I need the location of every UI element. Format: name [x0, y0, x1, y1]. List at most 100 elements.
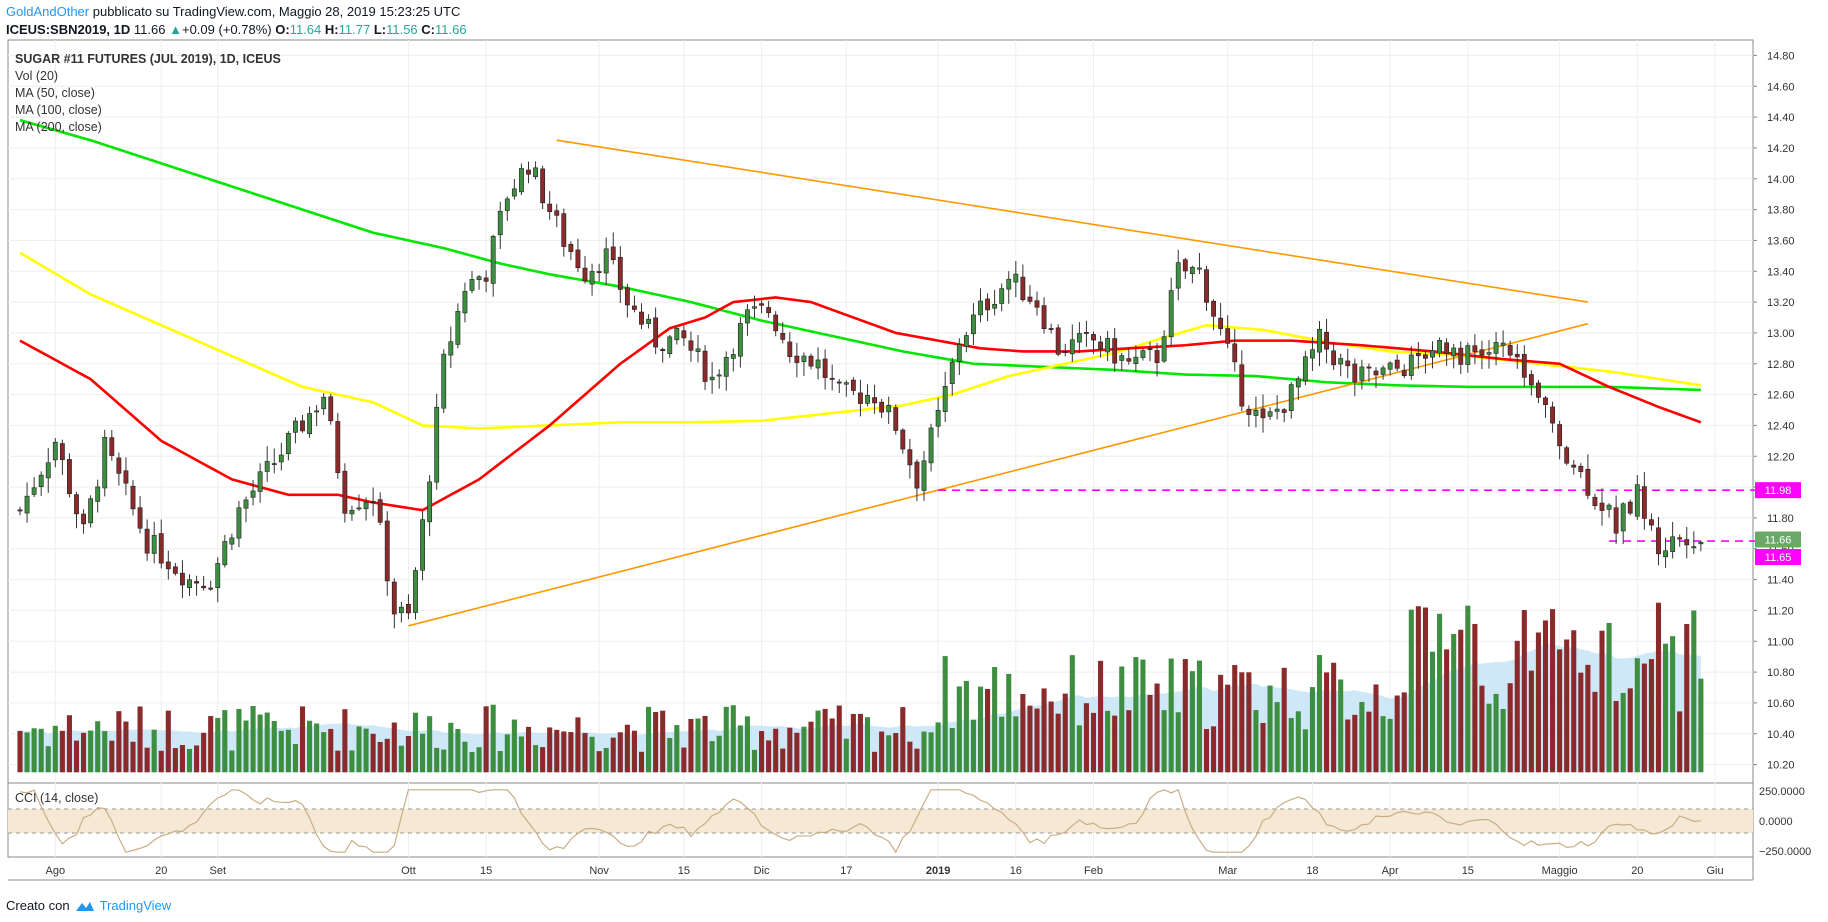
- candle: [554, 204, 560, 228]
- candle: [1048, 323, 1054, 334]
- volume-bar: [766, 740, 772, 773]
- volume-bar: [271, 720, 277, 773]
- candle-body: [1295, 378, 1301, 388]
- candle: [102, 429, 108, 497]
- candle: [928, 423, 934, 472]
- y-tick-label: 14.40: [1767, 112, 1795, 124]
- legend-ma50[interactable]: MA (50, close): [15, 86, 95, 100]
- candle-body: [1274, 408, 1280, 412]
- candle-body: [1211, 300, 1216, 317]
- candle: [1528, 370, 1534, 396]
- candle: [363, 497, 369, 521]
- legend-ma200[interactable]: MA (200, close): [15, 120, 102, 134]
- volume-bar: [582, 733, 588, 773]
- candle-body: [575, 249, 581, 269]
- candle-body: [391, 581, 397, 615]
- candle-body: [632, 305, 637, 310]
- candle-body: [1486, 352, 1492, 355]
- candle-body: [74, 494, 79, 515]
- volume-bar: [1211, 726, 1217, 773]
- candle: [1260, 394, 1266, 433]
- candle: [490, 234, 496, 297]
- candle-body: [455, 311, 461, 345]
- candle-body: [1663, 550, 1668, 558]
- volume-bar: [815, 710, 821, 773]
- volume-bar: [1663, 643, 1669, 773]
- candle: [264, 446, 270, 482]
- ma100-line: [19, 251, 1702, 430]
- x-tick-label: Nov: [589, 865, 609, 877]
- legend-cci[interactable]: CCI (14, close): [15, 791, 99, 805]
- tradingview-link[interactable]: TradingView: [99, 898, 172, 913]
- volume-bar: [589, 736, 595, 773]
- candle-body: [709, 376, 715, 381]
- volume-bar: [215, 717, 221, 773]
- trendline[interactable]: [556, 139, 1588, 303]
- candle-body: [879, 401, 885, 413]
- candle-body: [1641, 486, 1647, 519]
- volume-bar: [1698, 678, 1704, 773]
- volume-bar: [1359, 701, 1365, 773]
- candle-body: [787, 341, 793, 357]
- candle-body: [1656, 527, 1661, 555]
- candle: [632, 295, 637, 313]
- volume-bar: [667, 737, 673, 773]
- x-tick-label: 2019: [926, 865, 950, 877]
- candle-body: [398, 606, 404, 614]
- candle-body: [201, 585, 207, 589]
- candle-body: [1338, 358, 1344, 365]
- candle: [942, 371, 948, 423]
- candle-body: [271, 463, 277, 466]
- volume-bar: [1140, 659, 1146, 773]
- candle-body: [420, 519, 425, 571]
- volume-bar: [554, 729, 560, 773]
- volume-bar: [1472, 623, 1478, 773]
- candle: [1140, 348, 1146, 361]
- candle: [413, 567, 418, 620]
- candle: [116, 452, 122, 486]
- candle-body: [1606, 504, 1612, 510]
- candle: [716, 369, 722, 389]
- candle-body: [1634, 484, 1640, 517]
- candle: [187, 574, 192, 597]
- candle: [1076, 322, 1082, 353]
- candle-body: [116, 457, 122, 474]
- candle-body: [413, 570, 418, 613]
- candle: [307, 406, 312, 438]
- candle-body: [1691, 546, 1697, 549]
- candle-body: [511, 188, 517, 197]
- volume-bar: [370, 733, 376, 773]
- y-tick-label: 12.60: [1767, 390, 1795, 402]
- candle: [151, 521, 157, 564]
- volume-bar: [73, 740, 80, 773]
- candle-body: [688, 340, 694, 351]
- volume-bar: [448, 722, 454, 773]
- candle: [1663, 537, 1668, 568]
- candle: [158, 519, 164, 569]
- volume-bar: [638, 751, 645, 773]
- candle-body: [406, 603, 411, 614]
- legend-ma100[interactable]: MA (100, close): [15, 103, 102, 117]
- candle: [1041, 297, 1047, 334]
- cci-tick-label: −250.0000: [1759, 846, 1811, 858]
- candle-body: [610, 246, 616, 261]
- volume-bar: [1147, 694, 1153, 773]
- volume-bar: [540, 747, 546, 773]
- candle: [504, 196, 510, 221]
- candle: [1352, 358, 1358, 397]
- candle: [144, 519, 150, 561]
- trendline[interactable]: [408, 322, 1589, 627]
- candle: [1225, 315, 1231, 349]
- legend-volume[interactable]: Vol (20): [15, 69, 59, 83]
- volume-bar: [88, 730, 94, 773]
- volume-bar: [1034, 708, 1040, 773]
- ma50-line: [19, 296, 1702, 512]
- candle-body: [766, 307, 772, 314]
- candle-body: [59, 443, 65, 461]
- volume-bar: [1444, 649, 1450, 773]
- author-link[interactable]: GoldAndOther: [6, 4, 90, 19]
- candle-body: [829, 377, 835, 380]
- candle: [646, 314, 651, 329]
- candle-body: [963, 335, 969, 347]
